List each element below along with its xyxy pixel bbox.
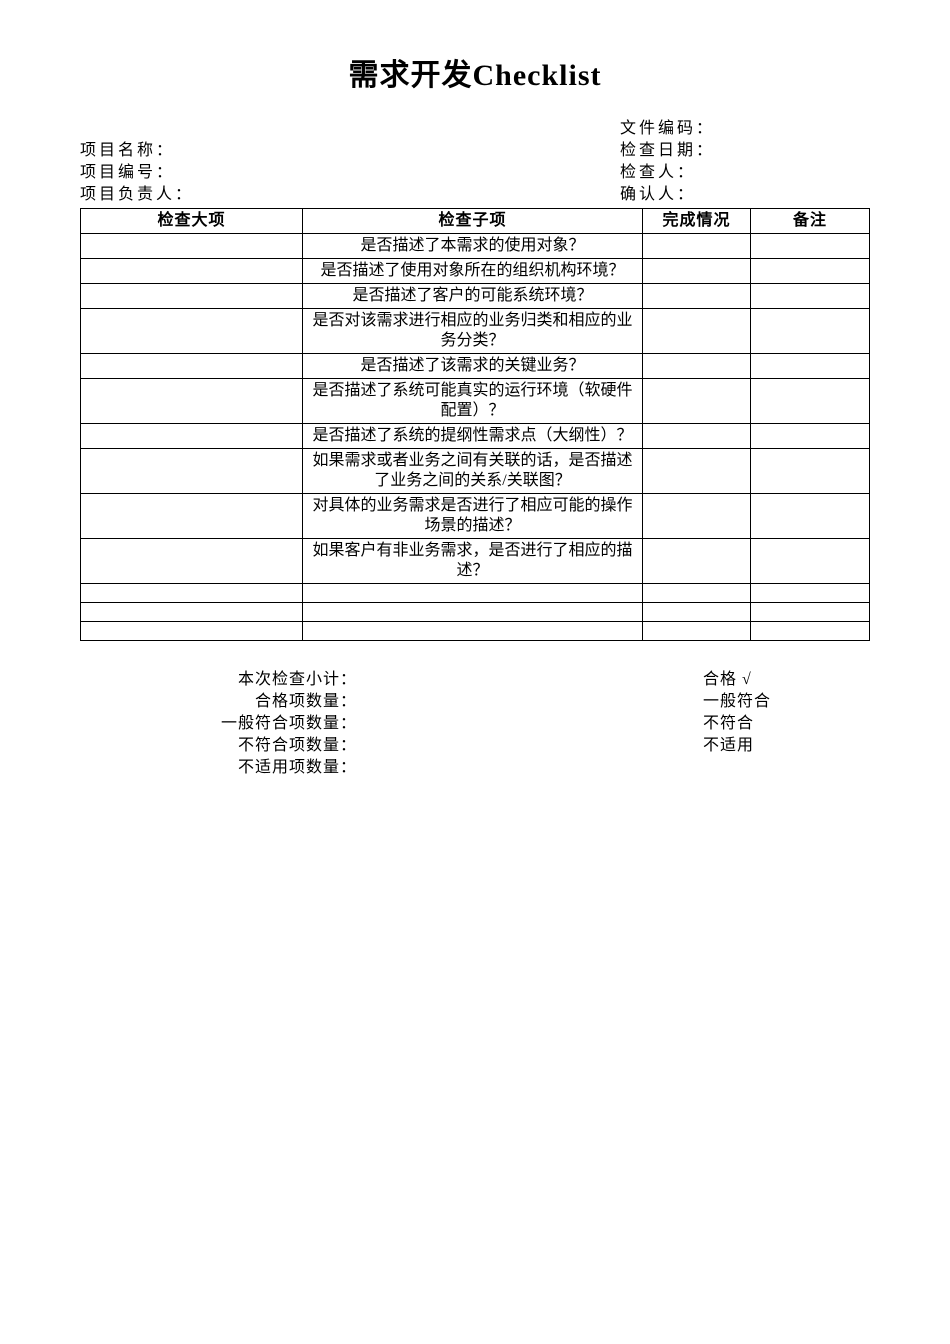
summary: 本次检查小计： 合格项数量： 一般符合项数量： 不符合项数量： 不适用项数量： … bbox=[80, 669, 870, 779]
table-cell bbox=[643, 234, 751, 259]
table-cell: 是否描述了本需求的使用对象？ bbox=[303, 234, 643, 259]
pass-legend: 合格 √ bbox=[703, 669, 771, 691]
table-cell bbox=[643, 259, 751, 284]
project-owner-label: 项目负责人： bbox=[80, 184, 620, 206]
table-cell bbox=[81, 449, 303, 494]
table-row: 是否描述了系统的提纲性需求点（大纲性）？ bbox=[81, 424, 870, 449]
checker-label: 检查人： bbox=[620, 162, 870, 184]
table-cell bbox=[751, 354, 870, 379]
table-cell bbox=[81, 622, 303, 641]
table-row: 是否描述了该需求的关键业务？ bbox=[81, 354, 870, 379]
table-cell bbox=[81, 603, 303, 622]
table-row: 如果客户有非业务需求，是否进行了相应的描述？ bbox=[81, 539, 870, 584]
table-cell bbox=[303, 603, 643, 622]
table-cell bbox=[81, 539, 303, 584]
table-cell bbox=[643, 494, 751, 539]
table-row bbox=[81, 603, 870, 622]
table-cell bbox=[643, 379, 751, 424]
general-count-label: 一般符合项数量： bbox=[80, 713, 357, 735]
table-cell: 是否描述了客户的可能系统环境？ bbox=[303, 284, 643, 309]
table-row: 如果需求或者业务之间有关联的话，是否描述了业务之间的关系/关联图？ bbox=[81, 449, 870, 494]
table-cell bbox=[81, 284, 303, 309]
general-legend: 一般符合 bbox=[703, 691, 771, 713]
col-header-main: 检查大项 bbox=[81, 209, 303, 234]
table-cell: 如果客户有非业务需求，是否进行了相应的描述？ bbox=[303, 539, 643, 584]
table-cell bbox=[751, 284, 870, 309]
project-name-label: 项目名称： bbox=[80, 140, 620, 162]
na-count-label: 不适用项数量： bbox=[80, 757, 357, 779]
table-cell bbox=[643, 354, 751, 379]
confirmer-label: 确认人： bbox=[620, 184, 870, 206]
checklist-table: 检查大项 检查子项 完成情况 备注 是否描述了本需求的使用对象？是否描述了使用对… bbox=[80, 208, 870, 641]
table-cell bbox=[81, 259, 303, 284]
check-date-label: 检查日期： bbox=[620, 140, 870, 162]
table-cell bbox=[643, 539, 751, 584]
table-cell bbox=[751, 494, 870, 539]
header-right: 文件编码： 检查日期： 检查人： 确认人： bbox=[620, 118, 870, 206]
table-row: 是否描述了系统可能真实的运行环境（软硬件配置）？ bbox=[81, 379, 870, 424]
table-cell: 是否描述了该需求的关键业务？ bbox=[303, 354, 643, 379]
col-header-sub: 检查子项 bbox=[303, 209, 643, 234]
table-cell bbox=[81, 354, 303, 379]
table-row bbox=[81, 584, 870, 603]
table-cell bbox=[303, 622, 643, 641]
table-cell bbox=[303, 584, 643, 603]
header-left: 项目名称： 项目编号： 项目负责人： bbox=[80, 118, 620, 206]
table-row: 对具体的业务需求是否进行了相应可能的操作场景的描述？ bbox=[81, 494, 870, 539]
table-row: 是否描述了客户的可能系统环境？ bbox=[81, 284, 870, 309]
table-cell bbox=[81, 234, 303, 259]
header-info: 项目名称： 项目编号： 项目负责人： 文件编码： 检查日期： 检查人： 确认人： bbox=[80, 118, 870, 206]
table-cell bbox=[643, 309, 751, 354]
table-cell: 如果需求或者业务之间有关联的话，是否描述了业务之间的关系/关联图？ bbox=[303, 449, 643, 494]
table-cell bbox=[751, 309, 870, 354]
subtotal-label: 本次检查小计： bbox=[80, 669, 357, 691]
table-cell bbox=[81, 494, 303, 539]
table-cell: 是否对该需求进行相应的业务归类和相应的业务分类？ bbox=[303, 309, 643, 354]
table-cell bbox=[643, 584, 751, 603]
table-cell bbox=[643, 284, 751, 309]
fail-legend: 不符合 bbox=[703, 713, 771, 735]
table-cell: 是否描述了使用对象所在的组织机构环境？ bbox=[303, 259, 643, 284]
na-legend: 不适用 bbox=[703, 735, 771, 757]
table-cell bbox=[751, 449, 870, 494]
table-cell bbox=[643, 449, 751, 494]
fail-count-label: 不符合项数量： bbox=[80, 735, 357, 757]
table-cell bbox=[81, 584, 303, 603]
table-cell bbox=[751, 424, 870, 449]
project-number-label: 项目编号： bbox=[80, 162, 620, 184]
table-cell bbox=[751, 539, 870, 584]
summary-left: 本次检查小计： 合格项数量： 一般符合项数量： 不符合项数量： 不适用项数量： bbox=[80, 669, 357, 779]
table-cell bbox=[643, 424, 751, 449]
table-cell bbox=[643, 603, 751, 622]
summary-right: 合格 √ 一般符合 不符合 不适用 bbox=[703, 669, 771, 779]
table-cell bbox=[81, 309, 303, 354]
table-row bbox=[81, 622, 870, 641]
table-cell bbox=[751, 379, 870, 424]
col-header-remark: 备注 bbox=[751, 209, 870, 234]
table-cell: 是否描述了系统可能真实的运行环境（软硬件配置）？ bbox=[303, 379, 643, 424]
table-cell: 对具体的业务需求是否进行了相应可能的操作场景的描述？ bbox=[303, 494, 643, 539]
table-row: 是否对该需求进行相应的业务归类和相应的业务分类？ bbox=[81, 309, 870, 354]
page-title: 需求开发Checklist bbox=[80, 50, 870, 94]
summary-spacer bbox=[357, 669, 703, 779]
table-row: 是否描述了使用对象所在的组织机构环境？ bbox=[81, 259, 870, 284]
table-row: 是否描述了本需求的使用对象？ bbox=[81, 234, 870, 259]
table-cell bbox=[751, 259, 870, 284]
table-cell bbox=[751, 234, 870, 259]
table-cell bbox=[751, 603, 870, 622]
col-header-status: 完成情况 bbox=[643, 209, 751, 234]
table-cell bbox=[751, 622, 870, 641]
table-cell bbox=[81, 379, 303, 424]
table-cell bbox=[751, 584, 870, 603]
table-cell bbox=[81, 424, 303, 449]
pass-count-label: 合格项数量： bbox=[80, 691, 357, 713]
table-header-row: 检查大项 检查子项 完成情况 备注 bbox=[81, 209, 870, 234]
table-body: 是否描述了本需求的使用对象？是否描述了使用对象所在的组织机构环境？是否描述了客户… bbox=[81, 234, 870, 641]
spacer-row bbox=[80, 118, 620, 140]
table-cell bbox=[643, 622, 751, 641]
table-cell: 是否描述了系统的提纲性需求点（大纲性）？ bbox=[303, 424, 643, 449]
file-code-label: 文件编码： bbox=[620, 118, 870, 140]
